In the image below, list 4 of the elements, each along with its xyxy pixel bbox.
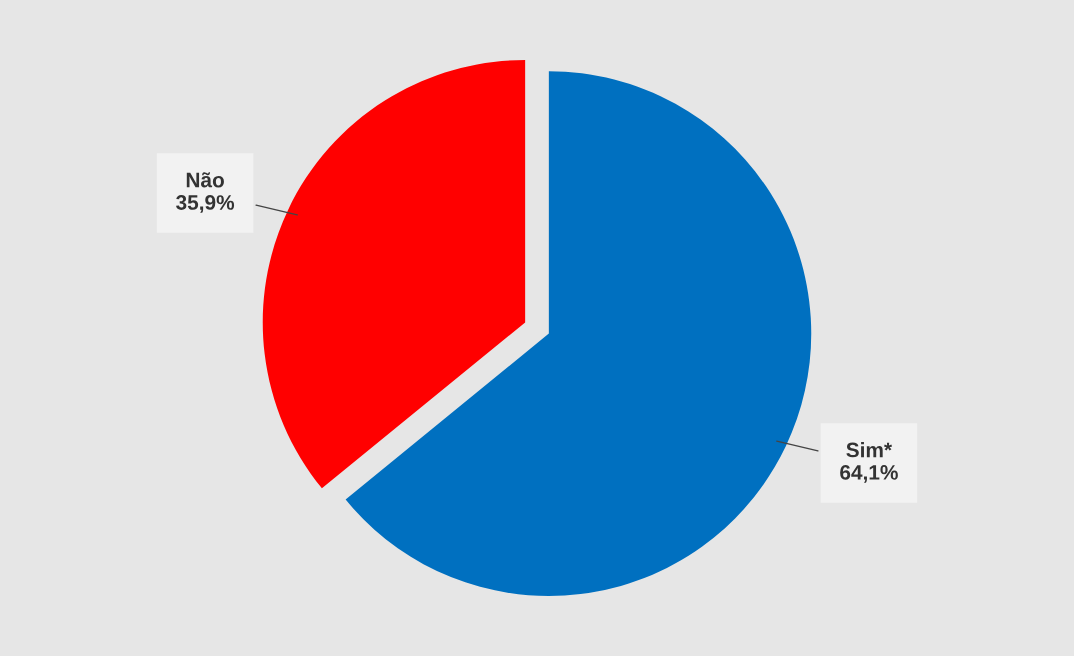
data-label: 64,1% <box>840 465 898 483</box>
slice-label: Não <box>186 172 224 188</box>
slice-label: Sim* <box>846 442 893 458</box>
data-label: 35,9% <box>176 195 235 213</box>
